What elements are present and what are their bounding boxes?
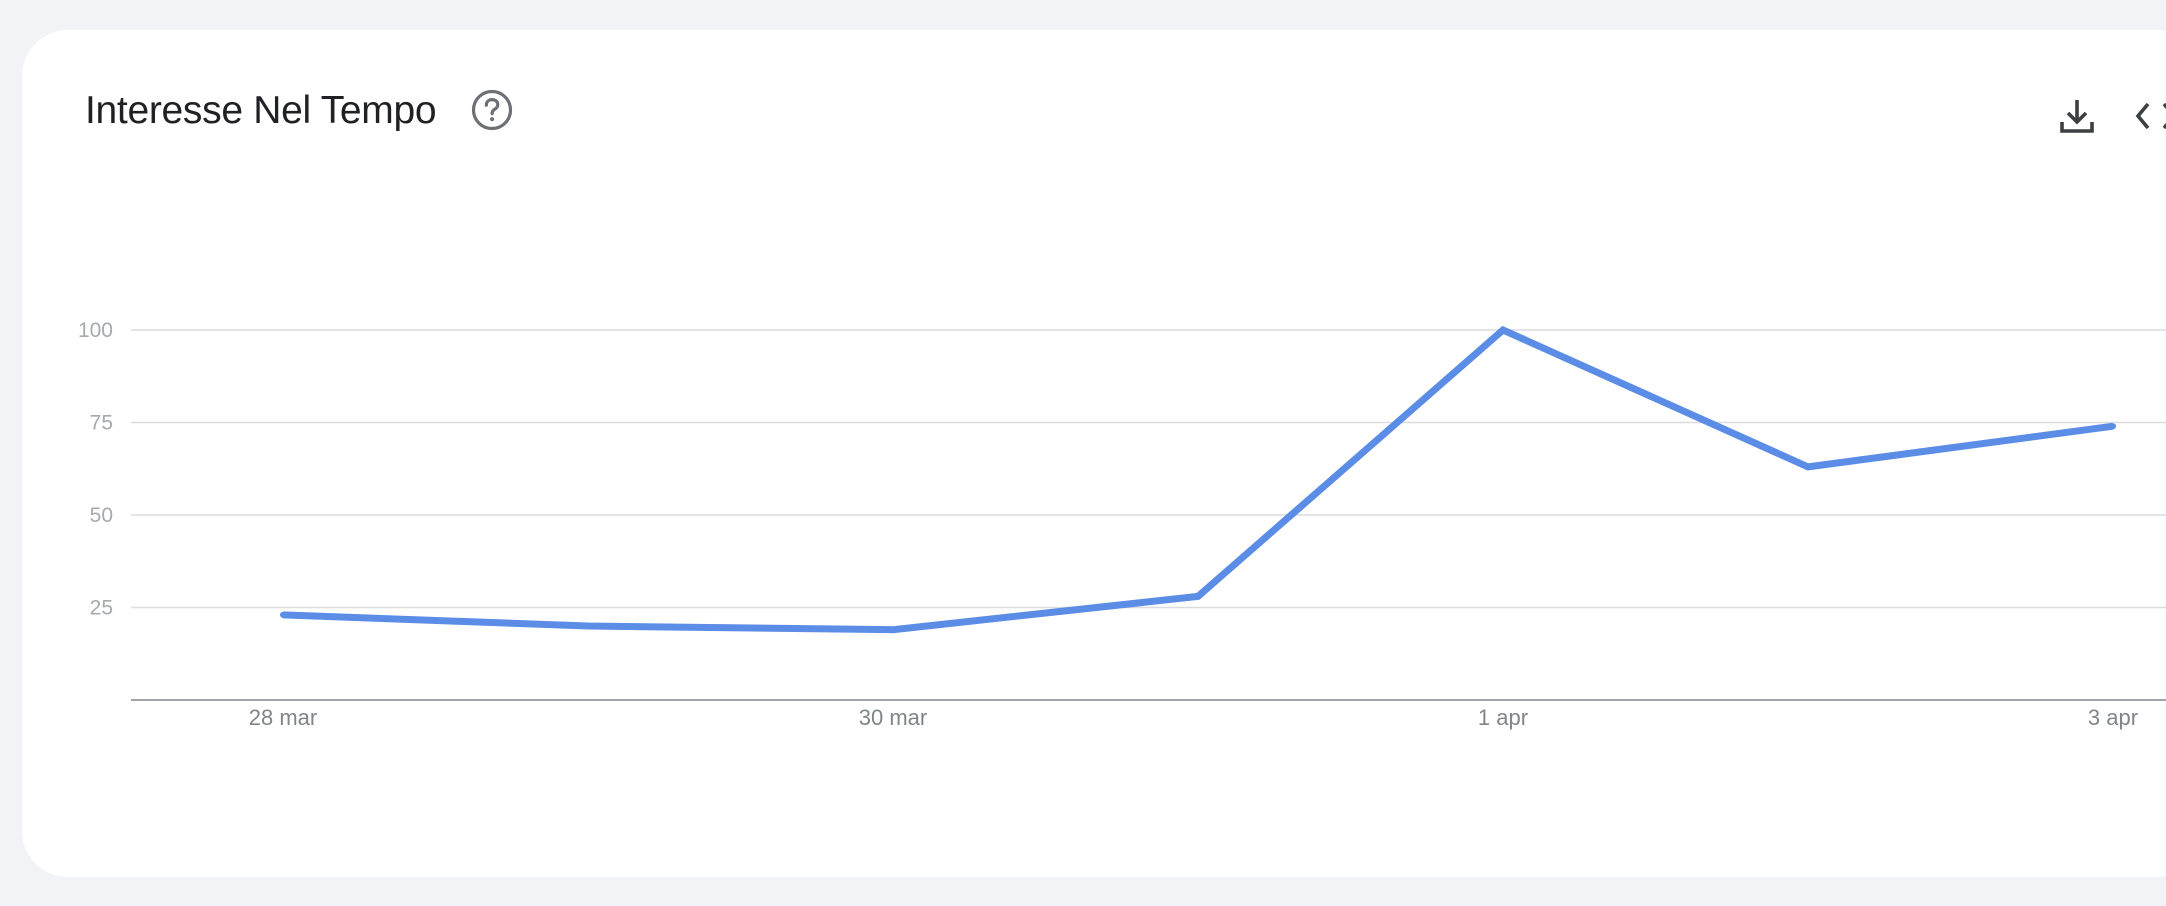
interest-over-time-card: Interesse Nel Tempo 25 50 75 100 28 mar 30 ma… xyxy=(22,30,2166,877)
data-point[interactable] xyxy=(280,611,286,618)
y-tick-label: 50 xyxy=(90,504,113,527)
help-circle-icon[interactable] xyxy=(471,89,513,131)
data-point[interactable] xyxy=(2110,423,2116,430)
data-point[interactable] xyxy=(890,626,896,633)
data-point[interactable] xyxy=(585,623,591,629)
x-tick-label: 30 mar xyxy=(859,705,927,730)
data-point[interactable] xyxy=(1195,593,1201,600)
card-title: Interesse Nel Tempo xyxy=(85,89,437,132)
y-tick-label: 75 xyxy=(90,412,113,435)
code-embed-icon[interactable] xyxy=(2134,96,2166,136)
y-tick-label: 25 xyxy=(90,597,113,620)
y-tick-label: 100 xyxy=(78,319,113,342)
download-icon[interactable] xyxy=(2057,96,2097,136)
x-tick-label: 1 apr xyxy=(1478,705,1528,730)
data-point[interactable] xyxy=(1500,327,1506,333)
series-line-0 xyxy=(282,325,2114,634)
x-tick-label: 3 apr xyxy=(2088,705,2138,730)
data-point[interactable] xyxy=(1805,463,1811,470)
x-tick-label: 28 mar xyxy=(249,705,317,730)
line-chart: 25 50 75 100 28 mar 30 mar 1 apr 3 apr xyxy=(78,319,2166,730)
